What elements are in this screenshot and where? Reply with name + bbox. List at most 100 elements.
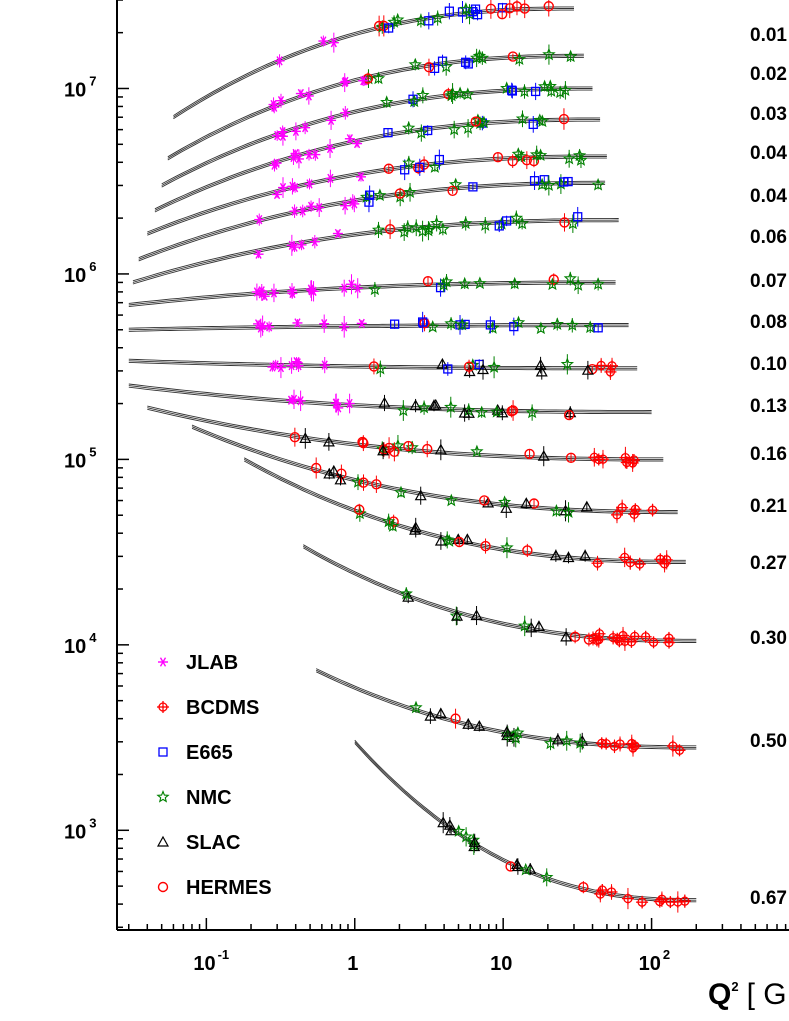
circle-marker bbox=[470, 116, 482, 127]
asterisk-marker bbox=[319, 360, 330, 370]
circle-marker bbox=[524, 448, 535, 460]
circle-plus-marker bbox=[624, 556, 637, 569]
star-marker bbox=[560, 357, 575, 371]
star-marker bbox=[591, 177, 605, 191]
triangle-marker bbox=[476, 363, 490, 375]
asterisk-marker bbox=[268, 288, 279, 298]
star-marker bbox=[399, 586, 413, 600]
square-marker bbox=[529, 176, 540, 186]
triangle-marker bbox=[409, 521, 422, 533]
triangle-marker bbox=[462, 718, 475, 729]
star-marker bbox=[444, 493, 458, 507]
legend-marker-asterisk bbox=[158, 657, 168, 667]
fit-curve bbox=[128, 281, 616, 306]
triangle-marker bbox=[458, 406, 471, 418]
circle-marker bbox=[384, 224, 396, 235]
star-marker bbox=[565, 318, 579, 331]
legend-marker-circle bbox=[157, 881, 169, 893]
square-marker bbox=[434, 154, 445, 165]
star-marker bbox=[511, 725, 525, 739]
circle-marker bbox=[423, 62, 435, 73]
star-marker bbox=[387, 15, 401, 28]
asterisk-marker bbox=[256, 289, 267, 299]
asterisk-marker bbox=[339, 283, 350, 293]
star-marker bbox=[525, 405, 539, 419]
star-marker bbox=[422, 221, 436, 234]
asterisk-marker bbox=[325, 173, 336, 184]
asterisk-marker bbox=[325, 143, 336, 154]
star-marker bbox=[461, 121, 475, 135]
triangle-marker bbox=[434, 534, 447, 546]
triangle-marker bbox=[535, 365, 548, 377]
triangle-marker bbox=[437, 816, 450, 828]
circle-plus-marker bbox=[647, 636, 660, 649]
circle-plus-marker bbox=[655, 893, 668, 906]
asterisk-marker bbox=[295, 88, 306, 99]
fit-curves bbox=[128, 6, 697, 903]
circle-marker bbox=[389, 446, 400, 457]
square-marker bbox=[494, 221, 504, 231]
star-marker bbox=[571, 278, 585, 291]
asterisk-marker bbox=[340, 108, 351, 118]
circle-marker bbox=[507, 51, 519, 62]
star-marker bbox=[564, 49, 578, 63]
star-marker bbox=[519, 862, 533, 876]
triangle-marker bbox=[434, 443, 447, 455]
circle-marker bbox=[371, 479, 382, 490]
asterisk-marker bbox=[297, 206, 308, 216]
fit-curve bbox=[128, 385, 652, 413]
fit-curve bbox=[167, 53, 584, 158]
x-tick-label: 10 bbox=[490, 953, 512, 975]
circle-marker bbox=[578, 881, 589, 893]
star-marker bbox=[545, 277, 560, 291]
fit-curve bbox=[191, 426, 678, 513]
bin-label: 0.02 bbox=[750, 64, 787, 85]
circle-marker bbox=[454, 536, 465, 548]
circle-marker bbox=[492, 152, 504, 163]
y-tick-label: 10 3 bbox=[64, 815, 96, 843]
circle-marker bbox=[447, 185, 458, 196]
legend-label: HERMES bbox=[186, 877, 272, 899]
asterisk-marker bbox=[286, 395, 297, 405]
fit-curve bbox=[303, 547, 697, 643]
asterisk-marker bbox=[308, 286, 319, 296]
triangle-marker bbox=[579, 549, 592, 561]
star-marker bbox=[416, 88, 430, 102]
triangle-marker bbox=[537, 449, 550, 461]
circle-marker bbox=[511, 1, 523, 12]
star-marker bbox=[562, 151, 576, 165]
star-marker bbox=[417, 400, 431, 414]
star-marker bbox=[515, 111, 530, 125]
x-tick-label: 1 bbox=[347, 953, 358, 975]
asterisk-marker bbox=[319, 319, 330, 329]
star-marker bbox=[540, 870, 554, 884]
asterisk-marker bbox=[352, 138, 363, 149]
star-marker bbox=[380, 95, 394, 109]
y-tick-label: 10 5 bbox=[64, 444, 96, 472]
fit-curve bbox=[128, 358, 638, 368]
star-marker bbox=[561, 505, 576, 519]
circle-plus-marker bbox=[663, 636, 676, 649]
y-tick-label: 10 4 bbox=[64, 630, 97, 658]
circle-plus-marker bbox=[610, 508, 623, 521]
asterisk-marker bbox=[272, 130, 283, 141]
x-tick-label: 10 -1 bbox=[193, 947, 229, 975]
star-marker bbox=[508, 276, 522, 290]
bin-label: 0.67 bbox=[750, 888, 787, 909]
asterisk-marker bbox=[296, 240, 307, 250]
star-marker bbox=[542, 178, 556, 192]
fit-curve bbox=[354, 739, 697, 900]
circle-marker bbox=[558, 113, 570, 125]
circle-plus-marker bbox=[653, 895, 666, 908]
triangle-marker bbox=[443, 818, 456, 830]
circle-marker bbox=[480, 540, 491, 552]
star-marker bbox=[573, 148, 587, 162]
star-marker bbox=[439, 59, 453, 73]
fit-curve bbox=[128, 280, 616, 304]
star-marker bbox=[487, 360, 501, 373]
fit-curve bbox=[128, 283, 616, 308]
asterisk-marker bbox=[277, 182, 288, 193]
y-tick-label: 10 7 bbox=[64, 73, 96, 101]
asterisk-marker bbox=[253, 249, 264, 259]
